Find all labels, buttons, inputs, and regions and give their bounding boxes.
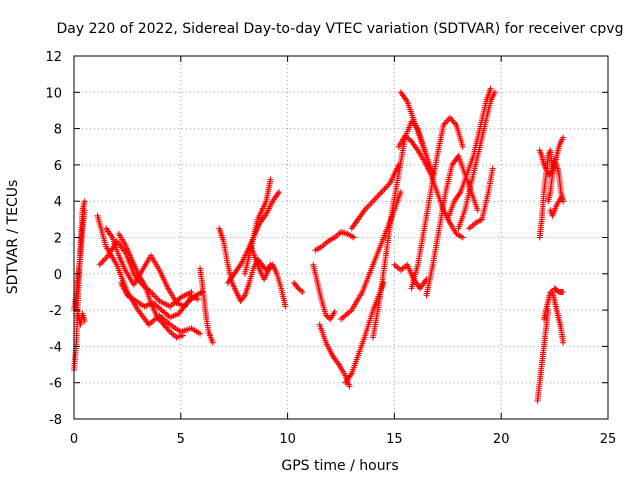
data-point	[450, 119, 457, 126]
grid-layer	[74, 56, 608, 419]
data-point	[163, 324, 170, 331]
x-tick-label: 0	[70, 432, 78, 447]
data-point	[560, 339, 567, 346]
data-point	[440, 121, 447, 128]
data-point	[298, 287, 305, 294]
data-point	[199, 288, 206, 295]
marks-layer	[71, 85, 567, 404]
data-point	[209, 339, 216, 346]
y-tick-label: 4	[54, 195, 62, 210]
y-tick-label: -2	[49, 304, 62, 319]
data-point	[197, 330, 204, 337]
data-point	[444, 117, 451, 124]
data-point	[441, 120, 448, 127]
data-point	[429, 170, 436, 177]
data-point	[381, 186, 388, 193]
data-point	[371, 196, 378, 203]
x-axis-label: GPS time / hours	[281, 458, 398, 474]
x-tick-label: 15	[386, 432, 403, 447]
data-point	[364, 204, 371, 211]
y-tick-label: -8	[49, 413, 62, 428]
x-tick-label: 20	[493, 432, 510, 447]
data-point	[350, 234, 357, 241]
data-point	[372, 195, 379, 202]
data-point	[331, 308, 338, 315]
data-point	[152, 293, 159, 300]
data-point	[194, 296, 201, 303]
data-point	[153, 295, 160, 301]
data-point	[459, 234, 466, 241]
data-point	[276, 189, 283, 196]
y-tick-label: 12	[45, 50, 62, 65]
data-point	[299, 288, 306, 295]
data-point	[491, 89, 498, 96]
data-point	[81, 207, 88, 214]
data-point	[282, 303, 289, 310]
data-point	[154, 314, 161, 321]
data-point	[161, 323, 168, 330]
data-point	[560, 198, 567, 205]
data-point	[156, 317, 163, 324]
data-point	[446, 114, 453, 121]
data-point	[81, 317, 88, 324]
data-point	[560, 134, 567, 141]
chart-title: Day 220 of 2022, Sidereal Day-to-day VTE…	[57, 21, 624, 37]
data-point	[155, 315, 162, 322]
ticks-layer: 0 5 10 15 20 25 -8 -6 -4 -2 0 2 4 6 8 10 12	[45, 50, 616, 447]
data-point	[378, 189, 385, 196]
data-point	[377, 190, 384, 197]
data-point	[160, 321, 167, 328]
data-point	[367, 201, 374, 208]
data-point	[149, 290, 156, 297]
y-tick-label: 10	[45, 86, 62, 101]
data-point	[384, 183, 391, 190]
y-tick-label: 2	[54, 232, 62, 247]
data-point	[158, 318, 165, 325]
data-point	[368, 199, 375, 206]
data-point	[459, 143, 466, 150]
data-point	[267, 176, 274, 183]
y-tick-label: 6	[54, 159, 62, 174]
data-point	[380, 187, 387, 194]
data-point	[191, 293, 198, 300]
y-tick-label: -4	[49, 340, 62, 355]
data-point	[452, 120, 459, 127]
data-point	[448, 116, 455, 123]
y-tick-label: 8	[54, 123, 62, 138]
data-point	[165, 327, 172, 334]
data-point	[98, 260, 105, 267]
data-point	[100, 257, 107, 264]
data-point	[365, 202, 372, 209]
data-point	[370, 198, 377, 205]
data-point	[96, 261, 103, 268]
x-tick-label: 25	[600, 432, 617, 447]
data-point	[159, 320, 166, 327]
data-point	[443, 119, 450, 126]
y-axis-label: SDTVAR / TECUs	[5, 180, 21, 295]
data-point	[375, 192, 382, 199]
data-point	[179, 332, 186, 339]
y-tick-label: -6	[49, 377, 62, 392]
data-point	[487, 85, 494, 92]
data-point	[374, 193, 381, 200]
data-point	[164, 325, 171, 332]
x-tick-label: 10	[279, 432, 296, 447]
data-point	[489, 165, 496, 172]
data-point	[346, 383, 353, 390]
data-point	[102, 255, 109, 262]
data-point	[474, 207, 481, 214]
data-point	[560, 288, 567, 295]
data-point	[449, 117, 456, 124]
y-tick-label: 0	[54, 268, 62, 283]
data-point	[240, 293, 247, 300]
data-point	[382, 184, 389, 191]
data-point	[81, 198, 88, 205]
data-point	[99, 258, 106, 265]
x-tick-label: 5	[177, 432, 185, 447]
data-point	[397, 189, 404, 196]
